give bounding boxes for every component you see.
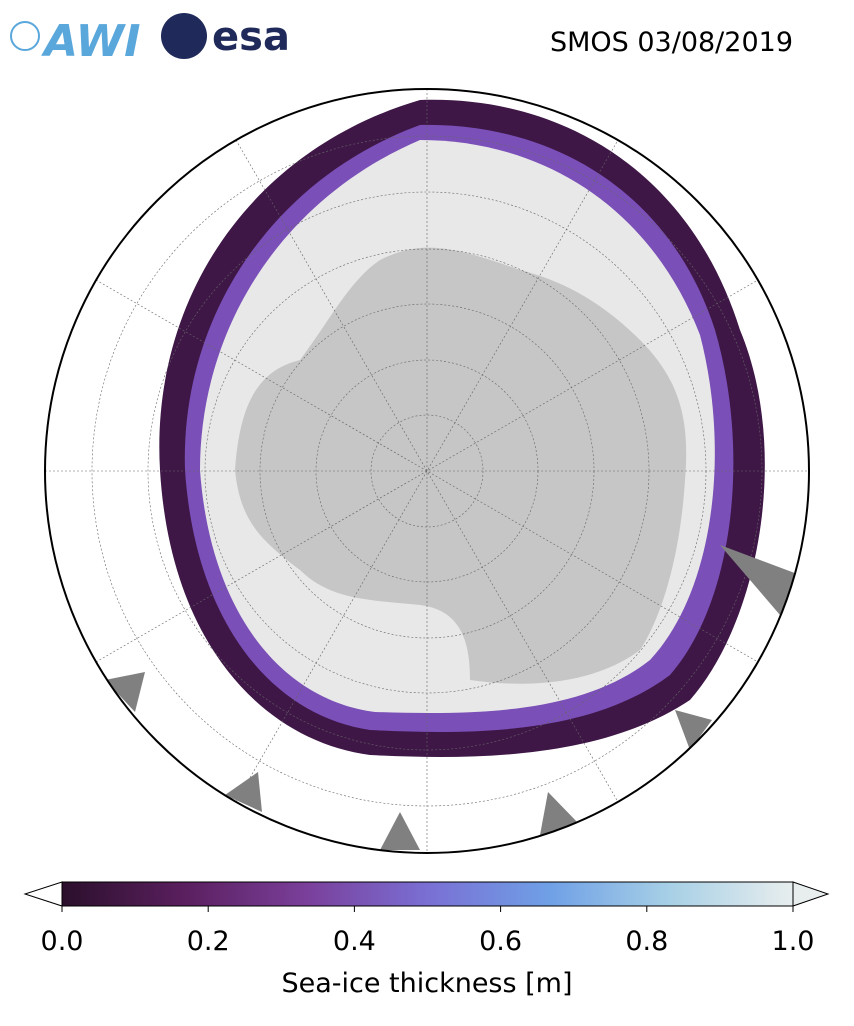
map-boundary [44, 88, 810, 854]
logo-text: esa [212, 14, 290, 60]
colorbar-tick-label: 0.4 [333, 926, 376, 957]
map [45, 89, 809, 853]
colorbar-tick-label: 0.2 [187, 926, 230, 957]
esa-logo: esa [161, 13, 290, 60]
colorbar-tick-label: 0.6 [479, 926, 522, 957]
colorbar-tick-label: 1.0 [772, 926, 815, 957]
colorbar-label: Sea-ice thickness [m] [281, 968, 572, 999]
colorbar-extend-max [792, 881, 830, 907]
logo-text: AWI [41, 16, 141, 67]
awi-logo: AWI [10, 16, 141, 67]
colorbar-tick-label: 0.0 [41, 926, 84, 957]
colorbar-scale [61, 881, 794, 907]
graticule [45, 89, 809, 853]
land [105, 545, 800, 850]
map-title: SMOS 03/08/2019 [550, 27, 793, 58]
colorbar: Sea-ice thickness [m] 0.0 0.2 0.4 0.6 0.8 1.0 [23, 881, 830, 999]
colorbar-tick-label: 0.8 [625, 926, 668, 957]
colorbar-extend-min [23, 881, 63, 907]
antarctica [235, 247, 687, 684]
